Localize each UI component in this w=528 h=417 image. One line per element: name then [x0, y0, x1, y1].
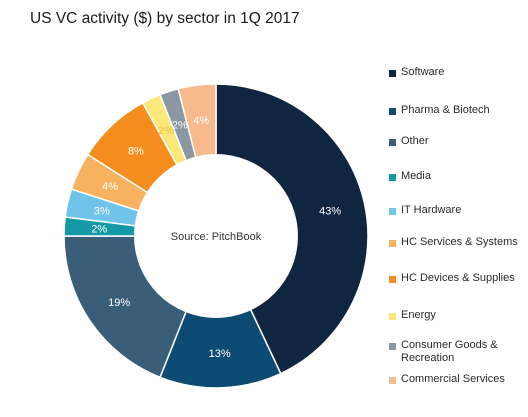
legend-item: Commercial Services [389, 373, 521, 386]
slice-label: 19% [108, 297, 130, 309]
legend-swatch [389, 208, 396, 215]
legend-swatch [389, 70, 396, 77]
legend-label: HC Services & Systems [401, 236, 518, 248]
legend-label: Other [401, 135, 429, 147]
slice-label: 13% [209, 348, 231, 360]
slice-label: 3% [94, 206, 110, 218]
legend-item: Software [389, 66, 521, 79]
legend-swatch [389, 343, 396, 350]
center-label: Source: PitchBook [171, 231, 262, 243]
legend-swatch [389, 276, 396, 283]
legend-item: Media [389, 170, 521, 183]
legend-label: Media [401, 170, 431, 182]
legend-label: Software [401, 66, 445, 78]
slice-label: 8% [128, 146, 144, 158]
slice-label: 2% [158, 125, 174, 137]
legend-label: Pharma & Biotech [401, 104, 490, 116]
legend-swatch [389, 377, 396, 384]
legend-swatch [389, 139, 396, 146]
legend-label: IT Hardware [401, 204, 462, 216]
legend-label: Commercial Services [401, 373, 505, 385]
slice-label: 43% [319, 206, 341, 218]
slice-label: 2% [172, 120, 188, 132]
legend-item: Other [389, 135, 521, 148]
legend-swatch [389, 108, 396, 115]
legend-label: Energy [401, 309, 436, 321]
slice-label: 2% [91, 224, 107, 236]
legend-swatch [389, 240, 396, 247]
legend-item: Pharma & Biotech [389, 104, 521, 117]
legend-item: Consumer Goods & Recreation [389, 339, 521, 365]
slice-labels: 43%13%19%2%3%4%8%2%2% 4% [91, 115, 341, 360]
slice-label: 4% [102, 181, 118, 193]
legend-item: HC Devices & Supplies [389, 272, 521, 285]
slice-label: 4% [193, 115, 209, 127]
legend-swatch [389, 174, 396, 181]
donut-hole [134, 154, 298, 318]
chart-title: US VC activity ($) by sector in 1Q 2017 [30, 10, 300, 27]
legend-item: HC Services & Systems [389, 236, 521, 249]
legend-label: HC Devices & Supplies [401, 272, 515, 284]
legend-label: Consumer Goods & Recreation [401, 339, 498, 364]
legend-item: IT Hardware [389, 204, 521, 217]
legend-swatch [389, 313, 396, 320]
legend-item: Energy [389, 309, 521, 322]
